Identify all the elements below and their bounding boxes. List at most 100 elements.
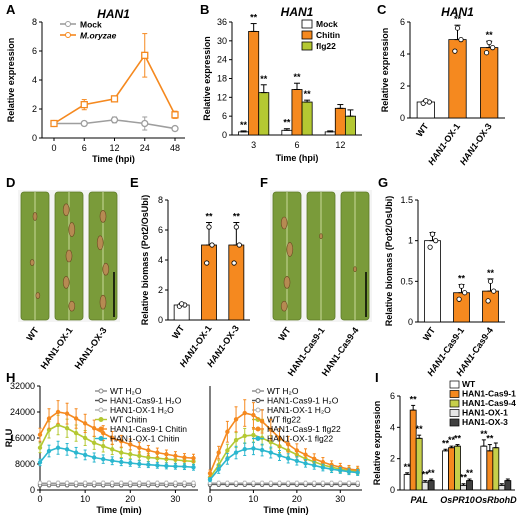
data-point — [100, 443, 106, 449]
data-point — [225, 456, 230, 461]
x-tick-label: PAL — [410, 495, 427, 505]
x-tick-label: WT — [421, 325, 438, 343]
bar — [448, 39, 467, 119]
y-tick-label: 2 — [32, 104, 37, 114]
data-point — [110, 480, 115, 486]
legend-marker — [98, 407, 104, 413]
disease-lesion — [99, 210, 107, 223]
data-point — [355, 470, 360, 475]
disease-lesion — [32, 212, 38, 221]
replicate-dot — [236, 242, 242, 248]
replicate-dot — [204, 260, 210, 266]
data-point — [191, 480, 196, 486]
line-suffix: -OX-3 — [472, 121, 494, 146]
data-point — [119, 439, 124, 444]
legend-swatch — [449, 409, 460, 417]
replicate-dot — [458, 283, 465, 289]
chart-title: HAN1 — [97, 7, 130, 21]
significance-label: ** — [460, 473, 468, 483]
y-tick-label: 36 — [217, 17, 227, 27]
data-point — [110, 116, 119, 124]
data-point — [233, 417, 239, 422]
bar — [504, 480, 512, 491]
data-point — [164, 452, 169, 457]
bar — [344, 115, 356, 136]
y-tick-label: 4 — [390, 422, 395, 432]
data-point — [320, 465, 326, 470]
panel-label-a: A — [6, 2, 16, 17]
x-tick-label: 0 — [51, 143, 56, 153]
bar — [301, 101, 313, 136]
bar — [453, 292, 470, 323]
panel-labels: A B C D E F G H I — [6, 2, 388, 385]
y-tick-label: 2 — [400, 81, 405, 91]
significance-label: ** — [416, 424, 424, 434]
data-point — [91, 480, 97, 486]
data-point — [277, 435, 282, 441]
y-tick-label: 4 — [32, 75, 37, 85]
data-point — [251, 480, 256, 486]
photo-label: HAN1-Cas9-4 — [320, 325, 361, 377]
data-point — [146, 480, 151, 486]
data-point — [242, 433, 247, 439]
bar — [291, 89, 303, 136]
data-point — [46, 480, 52, 486]
significance-label: ** — [480, 429, 488, 439]
y-tick-label: 24000 — [10, 407, 35, 417]
bar — [482, 290, 499, 323]
data-point — [141, 119, 149, 128]
y-tick-label: 24 — [217, 55, 227, 65]
y-tick-label: 0 — [30, 485, 35, 495]
data-point — [55, 480, 61, 486]
legend-label: HAN1-OX-1 flg22 — [267, 434, 333, 444]
y-tick-label: 18 — [217, 74, 227, 84]
y-tick-label: 0 — [32, 133, 37, 143]
y-axis-label: Relative biomass (Pot2/OsUbi) — [384, 196, 394, 327]
data-point — [110, 95, 119, 103]
data-point — [100, 456, 106, 462]
data-point — [55, 409, 61, 415]
x-tick-label: 10 — [80, 494, 90, 504]
x-tick-label: 3 — [251, 140, 256, 150]
line-suffix: -OX-1 — [192, 323, 214, 348]
data-point — [329, 480, 334, 486]
y-tick-label: 32000 — [10, 381, 35, 391]
bar — [454, 445, 461, 491]
y-tick-label: 0.5 — [400, 276, 413, 286]
replicate-dot — [491, 288, 497, 294]
legend-label: M.oryzae — [80, 31, 117, 41]
panel-label-h: H — [6, 370, 15, 385]
bar — [334, 107, 346, 136]
line-suffix: -OX-1 — [440, 121, 462, 146]
legend-label: HAN1-Cas9-1 H₂O — [110, 396, 182, 406]
data-point — [191, 465, 196, 470]
data-point — [137, 445, 142, 450]
disease-lesion — [62, 276, 70, 289]
legend-label: Mock — [80, 20, 102, 30]
x-tick-label: 48 — [170, 143, 180, 153]
y-tick-label: 0 — [158, 315, 163, 325]
data-point — [346, 469, 352, 474]
panel-label-c: C — [377, 2, 387, 17]
data-point — [64, 447, 70, 452]
data-point — [303, 480, 308, 486]
replicate-dot — [452, 48, 458, 54]
data-point — [233, 450, 239, 455]
legend-label: HAN1-Cas9-4 — [462, 398, 516, 408]
data-point — [182, 464, 187, 469]
data-point — [155, 463, 160, 468]
data-point — [294, 458, 300, 464]
bar — [442, 450, 449, 491]
series-line — [209, 447, 358, 481]
data-point — [251, 446, 256, 451]
y-tick-label: 6 — [32, 46, 37, 56]
legend-label: flg22 — [316, 41, 336, 51]
legend-swatch — [449, 418, 460, 427]
replicate-dot — [454, 25, 461, 31]
bar — [466, 480, 473, 491]
data-point — [73, 416, 79, 421]
data-point — [80, 119, 88, 128]
legend-swatch — [301, 30, 313, 40]
data-point — [251, 412, 256, 418]
replicate-dot — [206, 224, 212, 230]
